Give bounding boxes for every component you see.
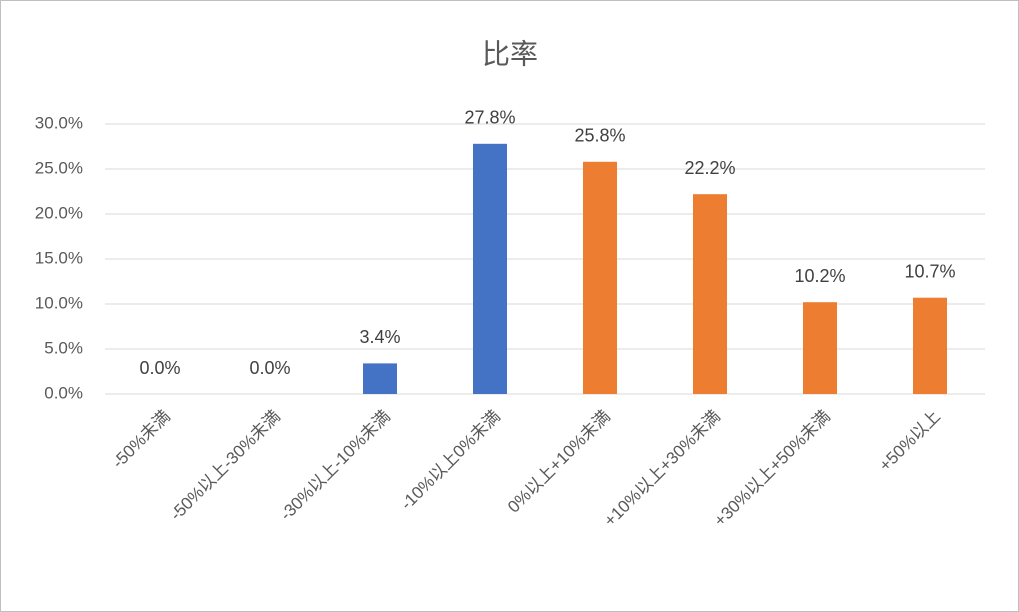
- value-label: 10.7%: [904, 261, 955, 281]
- bar: [913, 297, 947, 394]
- value-label: 10.2%: [794, 266, 845, 286]
- value-label: 22.2%: [684, 158, 735, 178]
- value-label: 27.8%: [464, 108, 515, 128]
- bar: [583, 161, 617, 394]
- value-label: 25.8%: [574, 126, 625, 146]
- y-tick-label: 20.0%: [35, 203, 83, 222]
- bar: [803, 302, 837, 394]
- bar: [693, 194, 727, 394]
- bar: [363, 363, 397, 394]
- y-tick-label: 5.0%: [44, 338, 83, 357]
- value-label: 0.0%: [249, 358, 290, 378]
- y-tick-label: 25.0%: [35, 158, 83, 177]
- bar: [473, 143, 507, 394]
- chart-title: 比率: [482, 38, 538, 69]
- y-tick-label: 0.0%: [44, 383, 83, 402]
- y-tick-label: 30.0%: [35, 113, 83, 132]
- value-label: 3.4%: [359, 327, 400, 347]
- value-label: 0.0%: [139, 358, 180, 378]
- y-tick-label: 15.0%: [35, 248, 83, 267]
- y-tick-label: 10.0%: [35, 293, 83, 312]
